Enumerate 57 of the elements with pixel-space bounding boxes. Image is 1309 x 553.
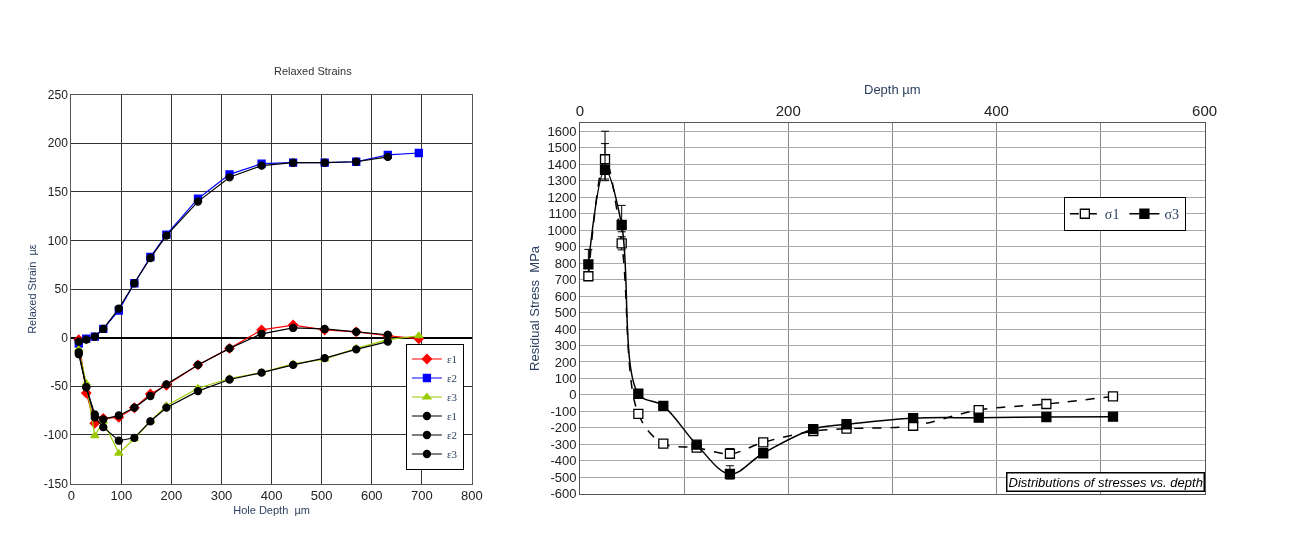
y-tick-label: -300 xyxy=(550,436,577,452)
chart-title: Relaxed Strains xyxy=(274,65,353,77)
y-tick-label: 100 xyxy=(554,370,577,386)
y-tick-label: 250 xyxy=(47,87,69,102)
legend-label: ε1 xyxy=(446,410,458,423)
y-tick-label: 900 xyxy=(554,239,577,255)
y-tick-label: -600 xyxy=(550,486,577,502)
y-tick-label: 1100 xyxy=(548,206,577,222)
x-tick-label: 600 xyxy=(1192,102,1218,119)
x-axis-title: Hole Depth µm xyxy=(233,504,310,517)
y-axis-title: Relaxed Strain µε xyxy=(26,244,39,334)
legend-label: ε2 xyxy=(446,429,458,442)
y-axis-title: Residual Stress MPa xyxy=(527,245,543,371)
x-tick-label: 200 xyxy=(160,488,183,504)
legend-label: σ3 xyxy=(1164,207,1179,223)
y-tick-label: 600 xyxy=(554,288,577,304)
y-tick-label: 300 xyxy=(554,338,577,354)
x-tick-label: 800 xyxy=(461,488,483,504)
legend-label: ε2 xyxy=(446,372,458,385)
y-tick-label: 200 xyxy=(47,136,69,151)
y-tick-label: -150 xyxy=(43,476,69,491)
y-tick-label: 1000 xyxy=(547,222,577,238)
y-tick-label: 200 xyxy=(554,354,577,370)
y-tick-label: -100 xyxy=(43,428,69,443)
y-tick-label: 1300 xyxy=(547,173,577,189)
y-tick-label: 50 xyxy=(54,282,69,297)
x-tick-label: 200 xyxy=(775,102,801,119)
annotation: Distributions of stresses vs. depth xyxy=(1008,474,1203,490)
y-tick-label: 1400 xyxy=(547,156,577,172)
y-tick-label: -50 xyxy=(50,379,69,394)
legend-label: ε3 xyxy=(446,448,458,461)
y-tick-label: 500 xyxy=(554,305,577,321)
y-tick-label: 0 xyxy=(569,387,577,403)
legend-label: ε3 xyxy=(446,391,458,404)
y-tick-label: -400 xyxy=(550,453,577,469)
y-tick-label: 150 xyxy=(47,185,69,200)
x-tick-label: 400 xyxy=(260,488,283,504)
y-tick-label: 1600 xyxy=(547,123,577,139)
x-axis-title: Depth µm xyxy=(864,81,921,97)
y-tick-label: 700 xyxy=(554,272,577,288)
y-tick-label: 1200 xyxy=(547,189,577,205)
y-tick-label: -100 xyxy=(550,403,577,419)
legend-label: σ1 xyxy=(1104,207,1120,223)
x-tick-label: 400 xyxy=(983,102,1009,119)
x-tick-label: 500 xyxy=(310,488,333,504)
y-tick-label: 1500 xyxy=(547,140,577,156)
y-tick-label: -500 xyxy=(550,469,577,485)
x-tick-label: 700 xyxy=(410,488,433,504)
x-tick-label: 100 xyxy=(110,488,133,504)
y-tick-label: 100 xyxy=(47,233,69,248)
y-tick-label: 400 xyxy=(554,321,577,337)
legend-label: ε1 xyxy=(446,353,458,366)
x-tick-label: 600 xyxy=(360,488,383,504)
y-tick-label: -200 xyxy=(550,420,577,436)
y-tick-label: 800 xyxy=(554,255,577,271)
y-tick-label: 0 xyxy=(61,330,69,345)
x-tick-label: 300 xyxy=(210,488,233,504)
